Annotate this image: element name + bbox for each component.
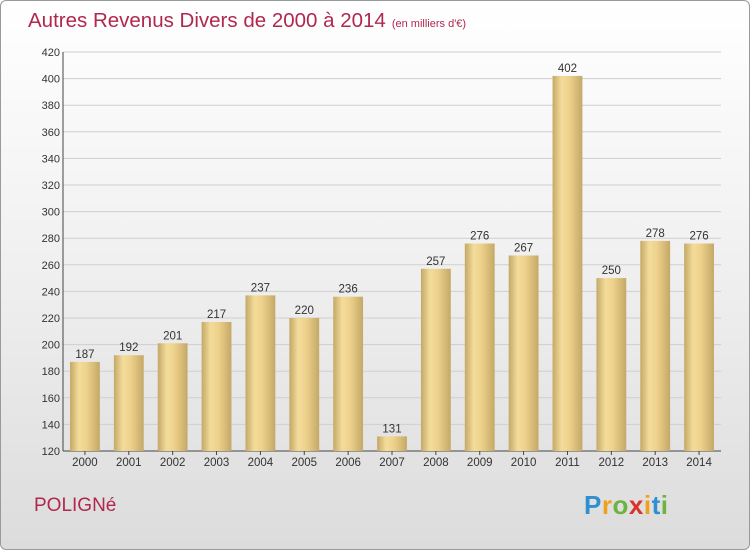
x-tick-label: 2011 [555,457,580,469]
x-tick-label: 2007 [379,457,405,469]
bar-2004 [245,295,276,451]
y-tick-label: 200 [42,340,60,352]
bar-2006 [333,296,364,451]
bar-value-label: 187 [75,349,94,361]
bar-2001 [113,355,144,451]
bar-2013 [640,240,671,451]
bar-2012 [596,278,627,451]
x-tick-label: 2005 [291,457,317,469]
bar-2009 [464,243,495,451]
bar-2007 [377,436,407,451]
bar-value-label: 201 [163,330,182,342]
y-tick-label: 360 [42,127,60,139]
x-tick-label: 2002 [160,457,186,469]
bar-2005 [289,318,320,451]
y-tick-label: 420 [42,47,60,59]
x-tick-label: 2006 [335,457,361,469]
x-tick-label: 2013 [642,457,668,469]
bars [70,75,714,451]
bar-2000 [70,361,100,451]
bar-2008 [420,268,451,451]
y-tick-label: 120 [42,446,60,458]
commune-name: POLIGNé [34,495,117,516]
bar-value-label: 257 [426,256,445,268]
bar-value-label: 250 [602,265,621,277]
bar-value-label: 236 [339,284,358,296]
bar-value-label: 276 [470,231,489,243]
bar-2002 [157,343,188,451]
y-tick-label: 300 [42,207,60,219]
bar-2010 [508,255,539,451]
bar-value-label: 131 [382,423,401,435]
axes: 120 140 160 180 200 220 240 260 280 300 320 340 360 3… [42,47,721,469]
y-tick-label: 180 [42,366,60,378]
proxiti-logo: Proxiti [584,490,669,520]
bar-value-label: 237 [251,282,270,294]
labels: 187 192 201 217 237 220 236 131 257 276 267 402 250 2… [75,63,708,435]
y-tick-label: 320 [42,180,60,192]
y-tick-label: 160 [42,393,60,405]
y-tick-label: 400 [42,74,60,86]
x-tick-label: 2008 [423,457,449,469]
x-tick-label: 2001 [116,457,142,469]
chart-title: Autres Revenus Divers de 2000 à 2014 (en … [28,9,466,33]
bar-value-label: 402 [558,63,577,75]
x-tick-label: 2012 [599,457,625,469]
y-tick-label: 240 [42,286,60,298]
bar-value-label: 192 [119,342,138,354]
bar-2003 [201,321,232,451]
y-tick-label: 220 [42,313,60,325]
y-tick-label: 260 [42,260,60,272]
y-tick-label: 380 [42,100,60,112]
x-tick-label: 2003 [204,457,230,469]
y-tick-label: 280 [42,233,60,245]
x-tick-label: 2009 [467,457,493,469]
y-tick-label: 340 [42,153,60,165]
bar-value-label: 217 [207,309,226,321]
x-tick-label: 2004 [248,457,274,469]
x-tick-label: 2000 [72,457,98,469]
bar-value-label: 278 [646,228,665,240]
chart-unit: (en milliers d'€) [391,18,467,30]
bar-value-label: 267 [514,242,533,254]
x-tick-label: 2010 [511,457,537,469]
bar-value-label: 220 [295,305,314,317]
x-tick-label: 2014 [686,457,712,469]
bar-2011 [552,75,583,451]
chart-title-text: Autres Revenus Divers de 2000 à 2014 [28,9,386,32]
bar-value-label: 276 [689,231,708,243]
bar-2014 [684,243,714,451]
y-tick-label: 140 [42,419,60,431]
